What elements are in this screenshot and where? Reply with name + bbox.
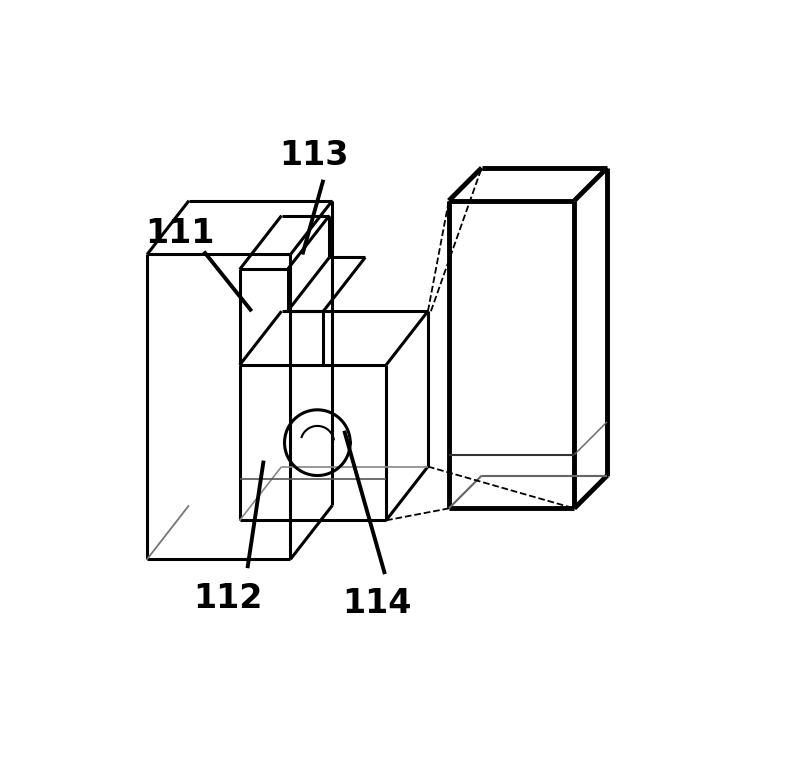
Text: 113: 113 xyxy=(280,140,349,172)
Text: 111: 111 xyxy=(146,217,214,250)
Text: 114: 114 xyxy=(342,587,412,621)
Text: 112: 112 xyxy=(193,581,262,615)
